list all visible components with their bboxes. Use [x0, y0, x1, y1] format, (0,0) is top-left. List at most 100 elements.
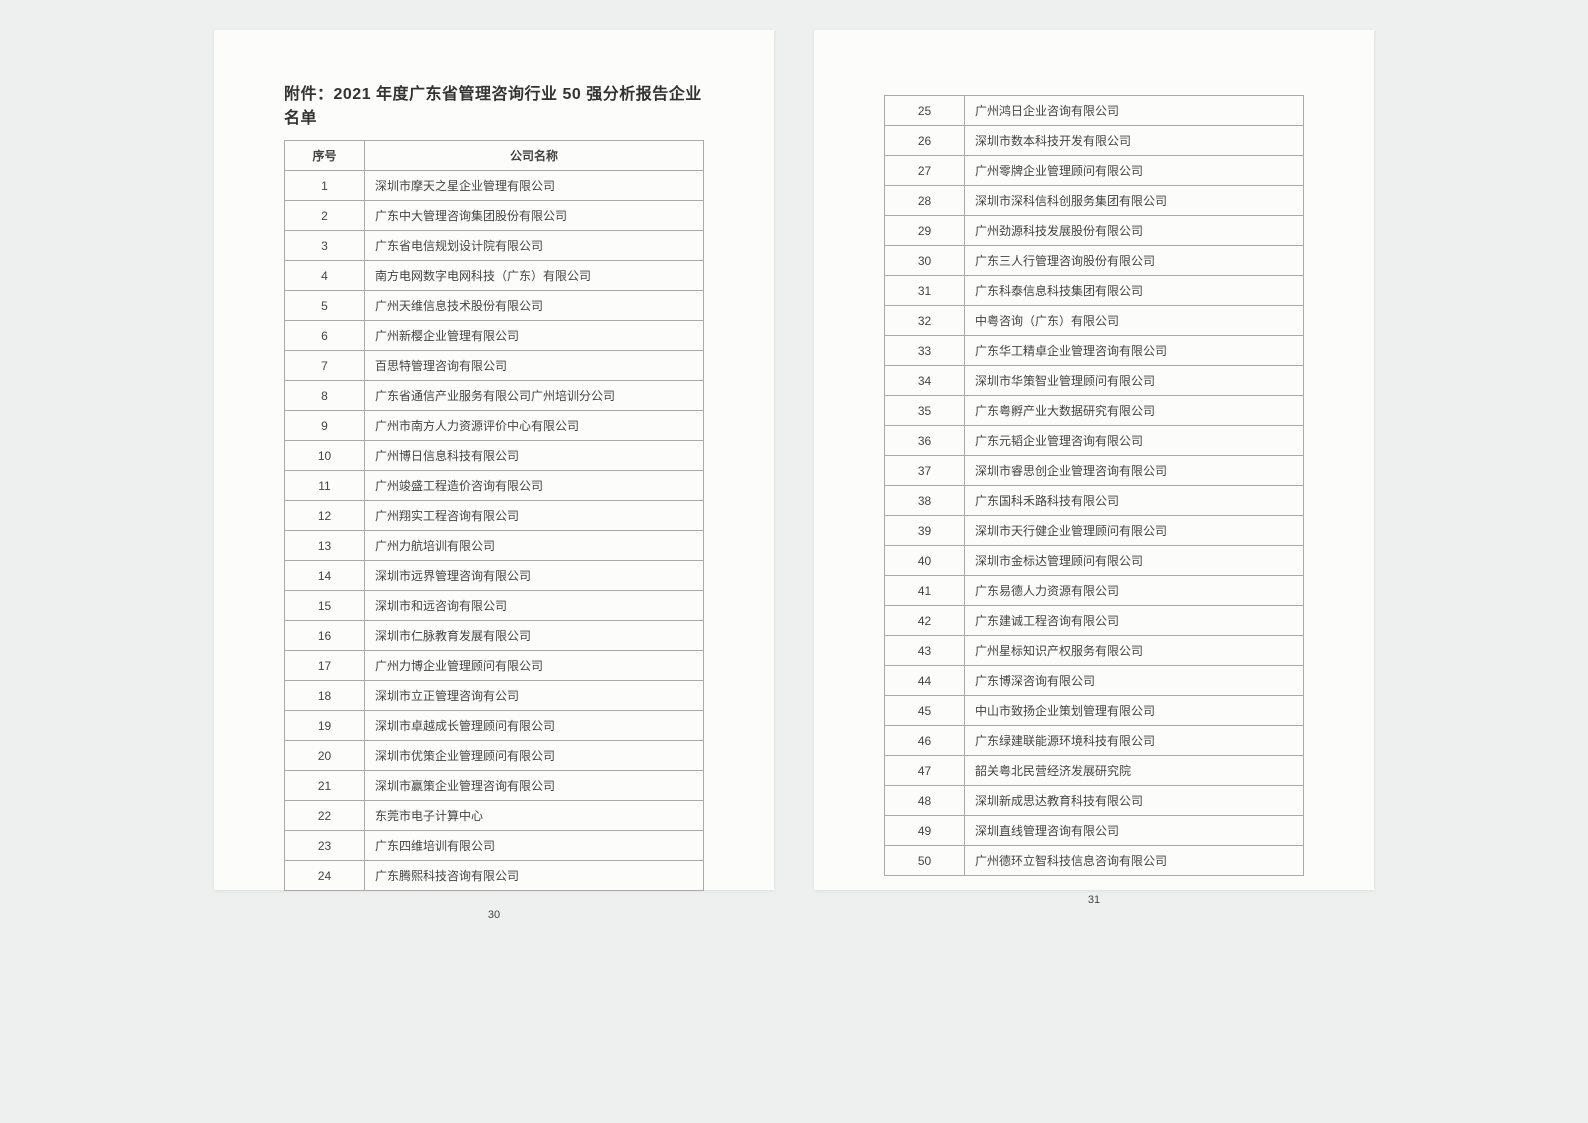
table-row: 12广州翔实工程咨询有限公司: [285, 501, 704, 531]
cell-company: 深圳市深科信科创服务集团有限公司: [965, 186, 1304, 216]
page-number-left: 30: [284, 909, 704, 921]
table-row: 10广州博日信息科技有限公司: [285, 441, 704, 471]
cell-number: 31: [885, 276, 965, 306]
cell-number: 13: [285, 531, 365, 561]
cell-company: 广州力博企业管理顾问有限公司: [365, 651, 704, 681]
table-row: 46广东绿建联能源环境科技有限公司: [885, 726, 1304, 756]
cell-number: 46: [885, 726, 965, 756]
cell-company: 广州新樱企业管理有限公司: [365, 321, 704, 351]
cell-number: 45: [885, 696, 965, 726]
table-row: 40深圳市金标达管理顾问有限公司: [885, 546, 1304, 576]
cell-number: 44: [885, 666, 965, 696]
cell-company: 广东元韬企业管理咨询有限公司: [965, 426, 1304, 456]
table-row: 42广东建诚工程咨询有限公司: [885, 606, 1304, 636]
table-row: 18深圳市立正管理咨询有公司: [285, 681, 704, 711]
table-row: 29广州劲源科技发展股份有限公司: [885, 216, 1304, 246]
cell-number: 22: [285, 801, 365, 831]
table-row: 11广州竣盛工程造价咨询有限公司: [285, 471, 704, 501]
cell-number: 14: [285, 561, 365, 591]
cell-company: 深圳市睿思创企业管理咨询有限公司: [965, 456, 1304, 486]
cell-number: 28: [885, 186, 965, 216]
cell-number: 9: [285, 411, 365, 441]
cell-number: 19: [285, 711, 365, 741]
cell-number: 49: [885, 816, 965, 846]
table-row: 49深圳直线管理咨询有限公司: [885, 816, 1304, 846]
cell-company: 广东华工精卓企业管理咨询有限公司: [965, 336, 1304, 366]
cell-number: 1: [285, 171, 365, 201]
cell-company: 广州零牌企业管理顾问有限公司: [965, 156, 1304, 186]
table-row: 7百思特管理咨询有限公司: [285, 351, 704, 381]
cell-number: 41: [885, 576, 965, 606]
cell-company: 广东四维培训有限公司: [365, 831, 704, 861]
cell-company: 深圳市摩天之星企业管理有限公司: [365, 171, 704, 201]
cell-company: 深圳市赢策企业管理咨询有限公司: [365, 771, 704, 801]
header-number: 序号: [285, 141, 365, 171]
header-company: 公司名称: [365, 141, 704, 171]
cell-company: 广东博深咨询有限公司: [965, 666, 1304, 696]
cell-company: 百思特管理咨询有限公司: [365, 351, 704, 381]
cell-company: 广东省电信规划设计院有限公司: [365, 231, 704, 261]
cell-number: 12: [285, 501, 365, 531]
left-page: 附件：2021 年度广东省管理咨询行业 50 强分析报告企业名单 序号 公司名称…: [214, 30, 774, 890]
cell-number: 33: [885, 336, 965, 366]
cell-company: 深圳市卓越成长管理顾问有限公司: [365, 711, 704, 741]
cell-number: 50: [885, 846, 965, 876]
table-row: 44广东博深咨询有限公司: [885, 666, 1304, 696]
cell-number: 2: [285, 201, 365, 231]
cell-number: 4: [285, 261, 365, 291]
cell-number: 35: [885, 396, 965, 426]
table-row: 19深圳市卓越成长管理顾问有限公司: [285, 711, 704, 741]
table-row: 1深圳市摩天之星企业管理有限公司: [285, 171, 704, 201]
table-row: 25广州鸿日企业咨询有限公司: [885, 96, 1304, 126]
table-row: 47韶关粤北民营经济发展研究院: [885, 756, 1304, 786]
table-row: 17广州力博企业管理顾问有限公司: [285, 651, 704, 681]
cell-company: 广东中大管理咨询集团股份有限公司: [365, 201, 704, 231]
cell-number: 6: [285, 321, 365, 351]
cell-company: 深圳市华策智业管理顾问有限公司: [965, 366, 1304, 396]
table-row: 21深圳市赢策企业管理咨询有限公司: [285, 771, 704, 801]
cell-number: 32: [885, 306, 965, 336]
cell-number: 8: [285, 381, 365, 411]
cell-company: 深圳市数本科技开发有限公司: [965, 126, 1304, 156]
cell-company: 广州劲源科技发展股份有限公司: [965, 216, 1304, 246]
cell-company: 广东三人行管理咨询股份有限公司: [965, 246, 1304, 276]
cell-number: 34: [885, 366, 965, 396]
cell-company: 广州鸿日企业咨询有限公司: [965, 96, 1304, 126]
table-row: 34深圳市华策智业管理顾问有限公司: [885, 366, 1304, 396]
cell-number: 26: [885, 126, 965, 156]
cell-number: 5: [285, 291, 365, 321]
cell-company: 广东省通信产业服务有限公司广州培训分公司: [365, 381, 704, 411]
table-row: 39深圳市天行健企业管理顾问有限公司: [885, 516, 1304, 546]
cell-company: 广州力航培训有限公司: [365, 531, 704, 561]
table-row: 13广州力航培训有限公司: [285, 531, 704, 561]
table-row: 4南方电网数字电网科技（广东）有限公司: [285, 261, 704, 291]
table-row: 16深圳市仁脉教育发展有限公司: [285, 621, 704, 651]
table-row: 37深圳市睿思创企业管理咨询有限公司: [885, 456, 1304, 486]
cell-number: 47: [885, 756, 965, 786]
table-row: 28深圳市深科信科创服务集团有限公司: [885, 186, 1304, 216]
cell-number: 30: [885, 246, 965, 276]
table-row: 43广州星标知识产权服务有限公司: [885, 636, 1304, 666]
cell-number: 42: [885, 606, 965, 636]
table-row: 50广州德环立智科技信息咨询有限公司: [885, 846, 1304, 876]
cell-company: 中粤咨询（广东）有限公司: [965, 306, 1304, 336]
table-row: 14深圳市远界管理咨询有限公司: [285, 561, 704, 591]
cell-number: 10: [285, 441, 365, 471]
cell-company: 广东易德人力资源有限公司: [965, 576, 1304, 606]
table-row: 35广东粤孵产业大数据研究有限公司: [885, 396, 1304, 426]
table-row: 3广东省电信规划设计院有限公司: [285, 231, 704, 261]
cell-number: 18: [285, 681, 365, 711]
table-row: 5广州天维信息技术股份有限公司: [285, 291, 704, 321]
table-row: 22东莞市电子计算中心: [285, 801, 704, 831]
cell-company: 广州博日信息科技有限公司: [365, 441, 704, 471]
cell-company: 深圳新成思达教育科技有限公司: [965, 786, 1304, 816]
table-row: 2广东中大管理咨询集团股份有限公司: [285, 201, 704, 231]
cell-number: 43: [885, 636, 965, 666]
cell-company: 广州市南方人力资源评价中心有限公司: [365, 411, 704, 441]
cell-company: 广州天维信息技术股份有限公司: [365, 291, 704, 321]
cell-number: 16: [285, 621, 365, 651]
cell-number: 36: [885, 426, 965, 456]
cell-company: 广东国科禾路科技有限公司: [965, 486, 1304, 516]
cell-number: 48: [885, 786, 965, 816]
cell-number: 27: [885, 156, 965, 186]
